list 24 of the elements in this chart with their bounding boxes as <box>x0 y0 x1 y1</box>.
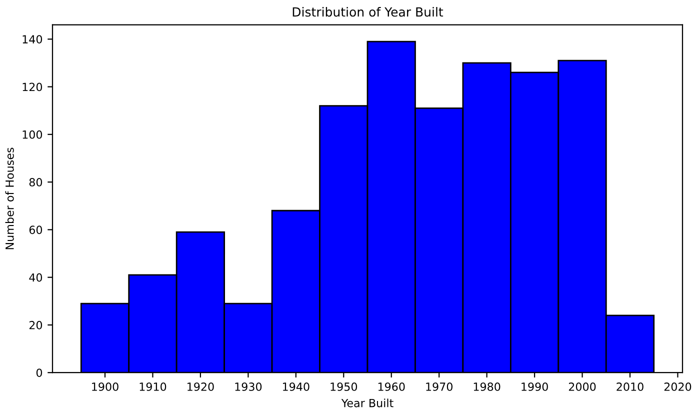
y-tick-label: 0 <box>36 368 42 377</box>
x-tick-label: 1900 <box>92 382 118 391</box>
x-tick-label: 1950 <box>330 382 358 391</box>
x-tick-label: 2010 <box>616 382 644 391</box>
x-tick-label: 1990 <box>522 382 548 391</box>
x-tick-label: 2020 <box>664 382 692 391</box>
x-tick-label: 1920 <box>188 382 214 391</box>
y-tick-label: 60 <box>29 226 42 234</box>
y-axis-title: Number of Houses <box>5 148 14 250</box>
x-tick-label: 1980 <box>474 382 500 391</box>
chart-title: Distribution of Year Built <box>292 7 444 17</box>
x-tick-label: 1930 <box>235 382 262 391</box>
x-axis-title: Year Built <box>341 398 394 408</box>
y-tick-label: 120 <box>22 82 42 92</box>
y-tick-label: 40 <box>29 273 42 282</box>
x-tick-label: 1960 <box>378 382 405 391</box>
y-tick-label: 80 <box>29 178 42 186</box>
y-tick-label: 140 <box>22 35 42 44</box>
x-tick-label: 1910 <box>140 382 166 391</box>
x-tick-label: 1940 <box>282 382 310 391</box>
y-tick-label: 20 <box>29 320 42 330</box>
x-tick-label: 1970 <box>426 382 452 391</box>
y-tick-label: 100 <box>22 130 42 139</box>
x-tick-label: 2000 <box>568 382 596 391</box>
